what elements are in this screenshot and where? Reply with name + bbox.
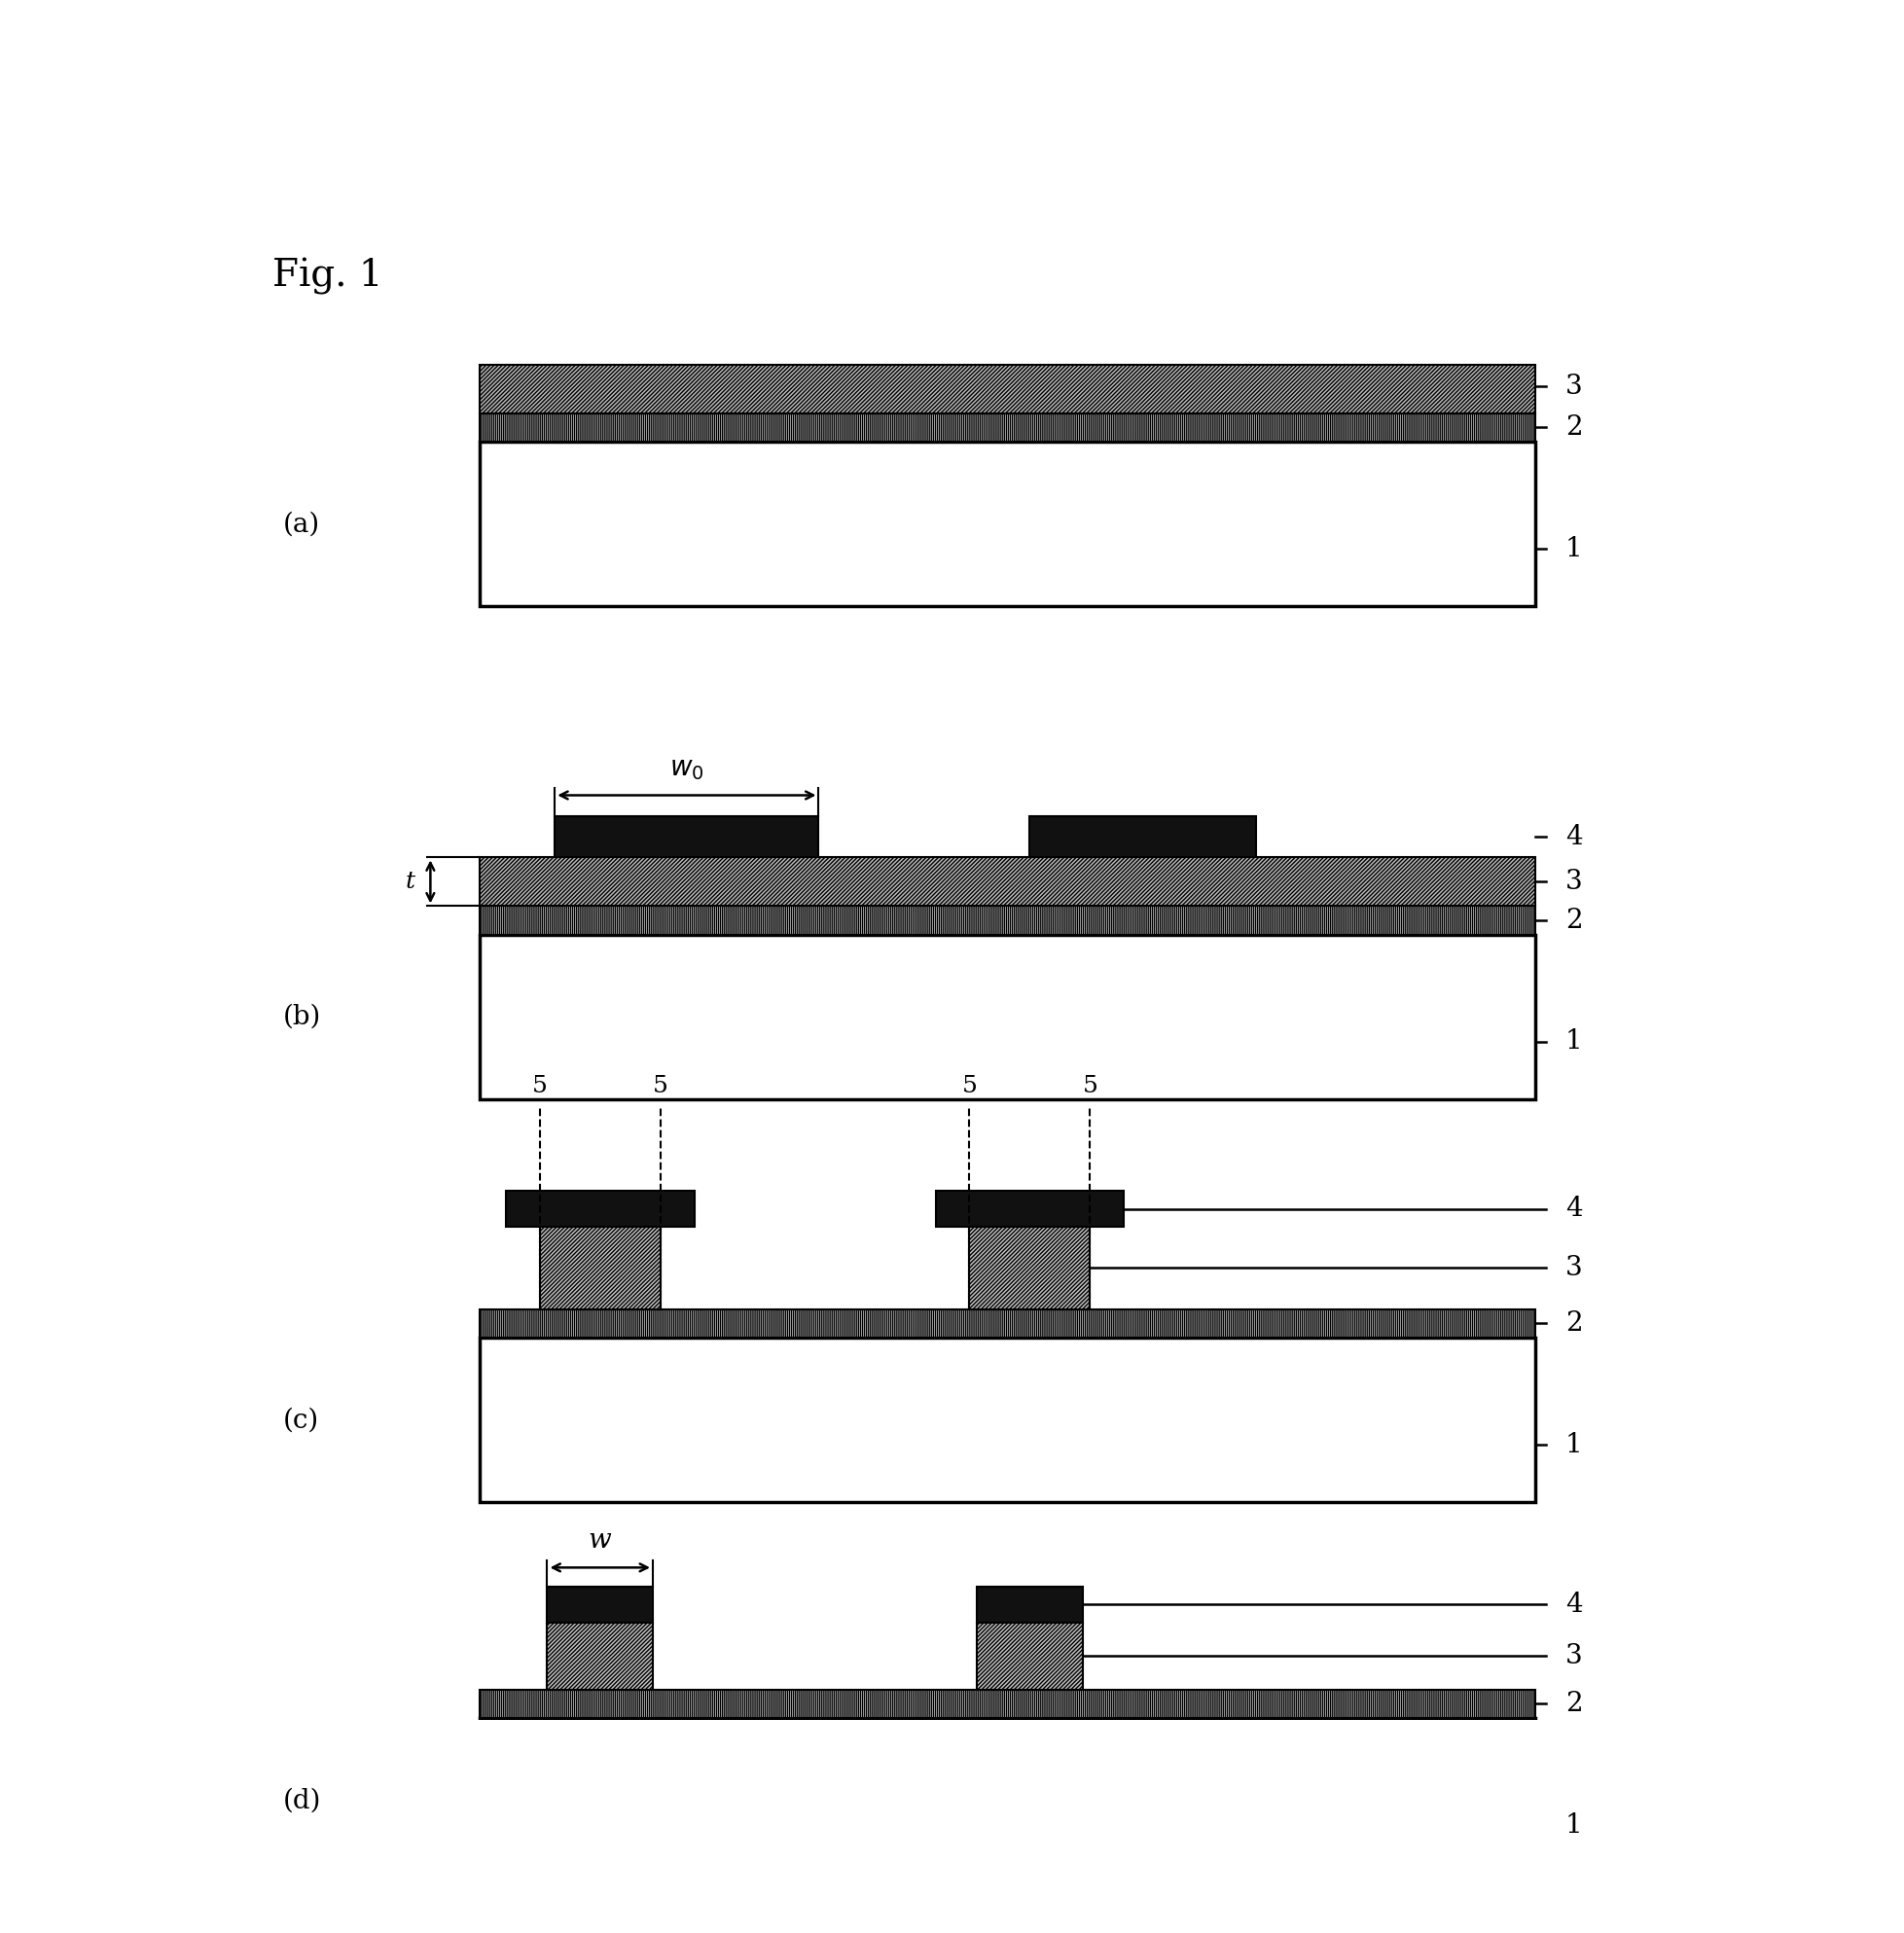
Bar <box>480 443 1535 607</box>
Text: 3: 3 <box>1565 373 1582 400</box>
Bar <box>480 1718 1535 1883</box>
Bar <box>480 934 1535 1100</box>
Bar <box>480 1689 1535 1718</box>
Text: 3: 3 <box>1565 868 1582 895</box>
Text: 3: 3 <box>1565 1255 1582 1282</box>
Text: 1: 1 <box>1565 1432 1582 1457</box>
Text: Fig. 1: Fig. 1 <box>272 259 383 296</box>
Text: 1: 1 <box>1565 535 1582 563</box>
Bar <box>480 858 1535 907</box>
Text: 4: 4 <box>1565 1197 1582 1222</box>
Bar <box>969 1227 1089 1309</box>
Text: 2: 2 <box>1565 1691 1582 1717</box>
Text: w: w <box>588 1527 611 1554</box>
Text: $w_0$: $w_0$ <box>668 756 704 781</box>
Bar <box>977 1622 1081 1689</box>
Bar <box>480 365 1535 414</box>
Bar <box>1030 816 1255 858</box>
Bar <box>539 1227 661 1309</box>
Bar <box>480 907 1535 934</box>
Text: (c): (c) <box>284 1407 320 1432</box>
Text: 5: 5 <box>1081 1075 1097 1098</box>
Text: t: t <box>406 870 415 893</box>
Text: (b): (b) <box>284 1003 322 1030</box>
Text: 4: 4 <box>1565 823 1582 851</box>
Bar <box>546 1587 653 1622</box>
Text: 5: 5 <box>653 1075 668 1098</box>
Text: 1: 1 <box>1565 1028 1582 1055</box>
Bar <box>935 1191 1123 1227</box>
Text: (a): (a) <box>284 510 320 537</box>
Text: 2: 2 <box>1565 907 1582 934</box>
Bar <box>480 414 1535 443</box>
Text: 5: 5 <box>962 1075 977 1098</box>
Bar <box>506 1191 693 1227</box>
Text: (d): (d) <box>284 1788 322 1813</box>
Bar <box>546 1622 653 1689</box>
Bar <box>554 816 819 858</box>
Bar <box>480 1309 1535 1338</box>
Text: 3: 3 <box>1565 1643 1582 1668</box>
Text: 1: 1 <box>1565 1811 1582 1838</box>
Text: 2: 2 <box>1565 1311 1582 1336</box>
Bar <box>977 1587 1081 1622</box>
Text: 4: 4 <box>1565 1591 1582 1618</box>
Text: 5: 5 <box>531 1075 546 1098</box>
Text: 2: 2 <box>1565 414 1582 441</box>
Bar <box>480 1338 1535 1502</box>
